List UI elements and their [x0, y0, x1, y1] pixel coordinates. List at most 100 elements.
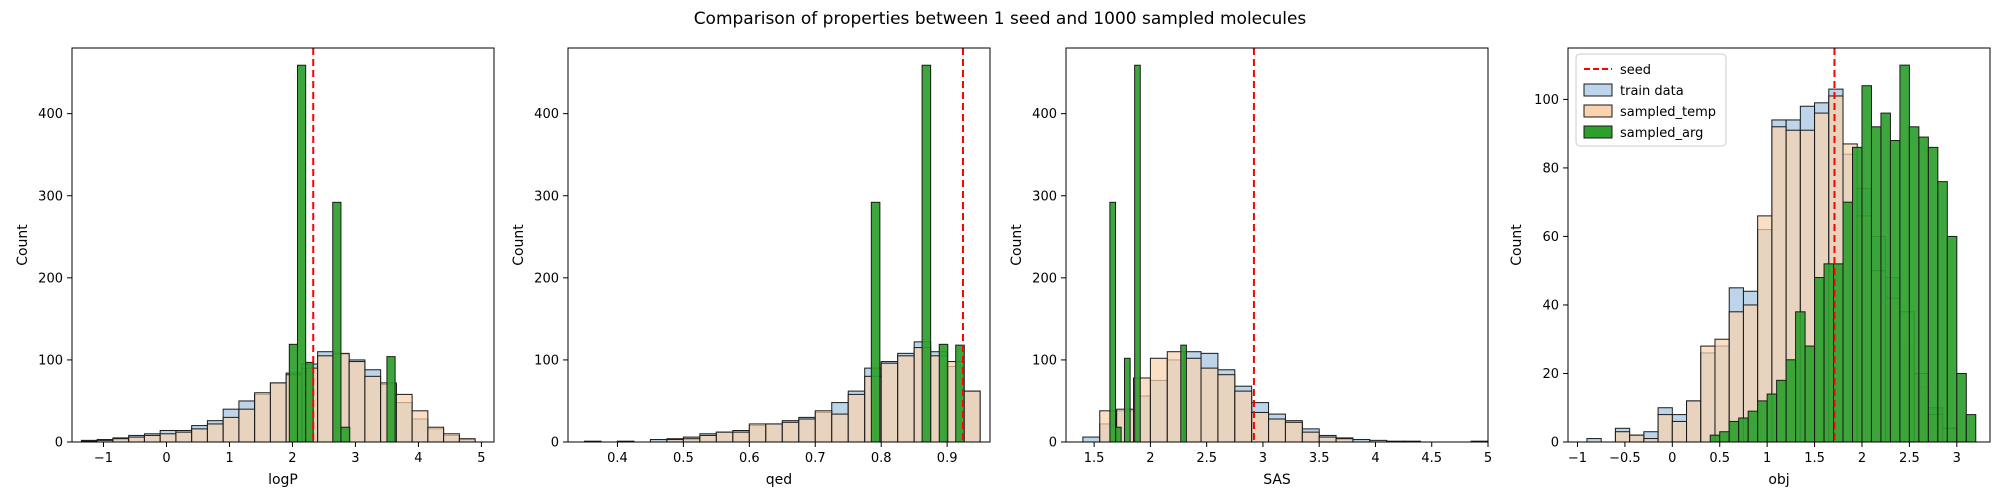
y-tick-label: 100 — [534, 353, 559, 368]
x-tick-label: 1.5 — [1804, 451, 1825, 466]
histogram-bar — [1200, 367, 1219, 442]
y-tick-label: 300 — [1032, 189, 1057, 204]
histogram-bar — [1714, 338, 1730, 442]
y-tick-label: 100 — [38, 353, 63, 368]
x-tick-label: 2 — [1858, 451, 1866, 466]
bars — [1586, 64, 1977, 442]
x-tick-label: 0.9 — [937, 451, 958, 466]
y-tick-label: 0 — [551, 436, 559, 451]
y-tick-label: 400 — [534, 107, 559, 122]
bars — [80, 64, 476, 442]
histogram-bar — [269, 382, 287, 442]
x-tick-label: 2.5 — [1196, 451, 1217, 466]
histogram-bar — [1335, 438, 1354, 442]
histogram-bar — [831, 413, 849, 442]
x-tick-label: 2 — [1146, 451, 1154, 466]
histogram-bar — [798, 418, 816, 442]
histogram-bar — [238, 408, 256, 442]
histogram-bar — [1889, 140, 1901, 442]
x-tick-label: 3.5 — [1309, 451, 1330, 466]
histogram-bar — [938, 343, 949, 442]
histogram-bar — [1268, 418, 1286, 442]
histogram-bar — [1814, 277, 1825, 442]
histogram-bar — [1927, 146, 1939, 442]
histogram-bar — [1738, 417, 1749, 442]
y-tick-label: 60 — [1542, 230, 1559, 245]
histogram-bar — [1709, 434, 1721, 442]
histogram-bar — [1115, 426, 1122, 442]
histogram-bar — [1643, 438, 1659, 442]
histogram-bar — [1728, 420, 1740, 442]
axes-frame — [1567, 47, 1991, 443]
axes-frame — [71, 47, 495, 443]
histogram-bar — [1861, 85, 1872, 442]
histogram-bar — [1082, 436, 1101, 442]
histogram-bar — [1757, 400, 1768, 442]
x-tick-label: 1 — [1763, 451, 1771, 466]
histogram-bar — [1851, 146, 1863, 442]
histogram-bar — [1937, 181, 1948, 442]
y-tick-label: 200 — [38, 271, 63, 286]
histogram-bar — [1795, 311, 1806, 442]
histogram-bar — [159, 433, 177, 442]
histogram-bar — [1134, 64, 1141, 442]
legend: seed train data sampled_temp sampled_arg — [1575, 53, 1727, 147]
y-tick-label: 400 — [38, 107, 63, 122]
x-tick-label: 3 — [1259, 451, 1267, 466]
x-tick-label: 2 — [288, 451, 296, 466]
histogram-bar — [1284, 421, 1303, 442]
y-tick-label: 200 — [534, 271, 559, 286]
histogram-bar — [1776, 379, 1787, 442]
histogram-bar — [340, 426, 351, 442]
histogram-bar — [880, 362, 899, 442]
histogram-bar — [765, 423, 783, 442]
y-tick-label: 100 — [1032, 353, 1057, 368]
legend-label: seed — [1620, 63, 1651, 78]
x-tick-label: 1 — [225, 451, 233, 466]
histogram-bar — [1870, 126, 1882, 442]
histogram-bar — [1318, 436, 1337, 442]
histogram-bar — [781, 421, 800, 442]
histogram-bar — [921, 64, 932, 442]
y-tick-label: 0 — [1551, 436, 1559, 451]
histogram-bar — [699, 434, 717, 442]
x-tick-label: 0 — [1668, 451, 1676, 466]
histogram-bar — [1785, 359, 1797, 442]
histogram-bar — [1908, 126, 1920, 442]
x-tick-label: −1 — [1568, 451, 1587, 466]
x-axis-label: qed — [766, 472, 792, 488]
x-tick-label: 0.5 — [1709, 451, 1730, 466]
legend-box — [1575, 53, 1727, 147]
histogram-bar — [191, 428, 208, 442]
y-axis-label: Count — [511, 224, 527, 266]
histogram-bar — [1217, 374, 1236, 442]
x-tick-label: 0 — [162, 451, 170, 466]
y-tick-label: 300 — [534, 189, 559, 204]
histogram-bar — [254, 392, 271, 442]
histogram-bar — [963, 390, 981, 442]
histogram-bar — [458, 438, 476, 442]
y-tick-label: 400 — [1032, 107, 1057, 122]
x-axis-label: SAS — [1263, 472, 1291, 488]
x-tick-label: 1.5 — [1084, 451, 1105, 466]
histogram-bar — [296, 64, 307, 442]
histogram-bar — [1109, 201, 1117, 442]
histogram-bar — [143, 434, 161, 442]
histogram-bar — [1823, 263, 1835, 442]
y-tick-label: 300 — [38, 189, 63, 204]
histogram-bar — [1629, 434, 1645, 442]
histogram-bar — [1686, 400, 1702, 442]
y-tick-label: 0 — [55, 436, 63, 451]
histogram-bar — [847, 393, 866, 442]
histogram-bar — [732, 431, 750, 442]
figure-title: Comparison of properties between 1 seed … — [694, 9, 1307, 29]
panel-logP: −1 0 1 2 3 4 5 0 100 200 300 400 logP Count — [15, 47, 495, 488]
legend-label: sampled_arg — [1620, 126, 1703, 141]
x-tick-label: −0.5 — [1609, 451, 1641, 466]
panel-SAS: 1.5 2 2.5 3 3.5 4 4.5 5 0 100 200 300 400 SAS Count — [1009, 47, 1492, 488]
y-tick-label: 200 — [1032, 271, 1057, 286]
y-axis-label: Count — [1509, 224, 1525, 266]
x-tick-label: 0.7 — [805, 451, 826, 466]
legend-label: sampled_temp — [1620, 105, 1716, 120]
